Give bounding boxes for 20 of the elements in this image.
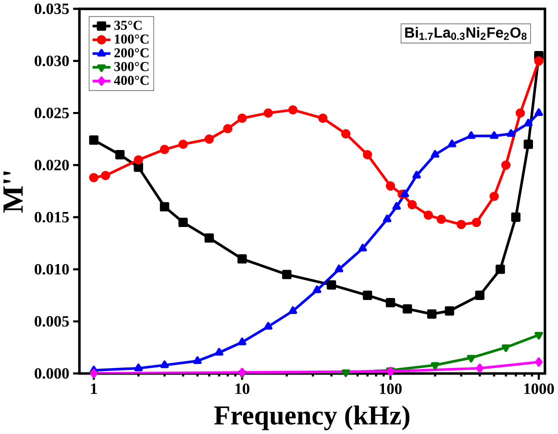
- y-tick-label: 0.005: [34, 316, 69, 327]
- legend-label: 35°C: [114, 20, 142, 30]
- y-tick-label: 0.025: [34, 108, 69, 118]
- y-tick-label: 0.015: [34, 212, 69, 223]
- legend-label: 300°C: [114, 62, 148, 72]
- y-tick-label: 0.035: [34, 4, 69, 14]
- x-tick-label: 100: [380, 384, 402, 394]
- x-axis-title: Frequency (kHz): [214, 406, 410, 430]
- legend-label: 200°C: [114, 48, 148, 58]
- x-tick-label: 1: [91, 384, 97, 394]
- legend-label: 400°C: [114, 76, 148, 86]
- y-tick-label: 0.000: [34, 368, 69, 379]
- x-tick-label: 1000: [524, 384, 554, 394]
- text: Bi$_{1.7}$La$_{0.3}$Ni$_{2}$Fe$_{2}$O$_{8}$: [405, 27, 527, 40]
- y-tick-label: 0.030: [34, 56, 69, 66]
- y-axis-title: M'': [3, 172, 23, 213]
- legend-label: 100°C: [114, 34, 148, 44]
- y-tick-label: 0.020: [34, 160, 69, 171]
- y-tick-label: 0.010: [34, 264, 69, 275]
- x-tick-label: 10: [236, 384, 250, 394]
